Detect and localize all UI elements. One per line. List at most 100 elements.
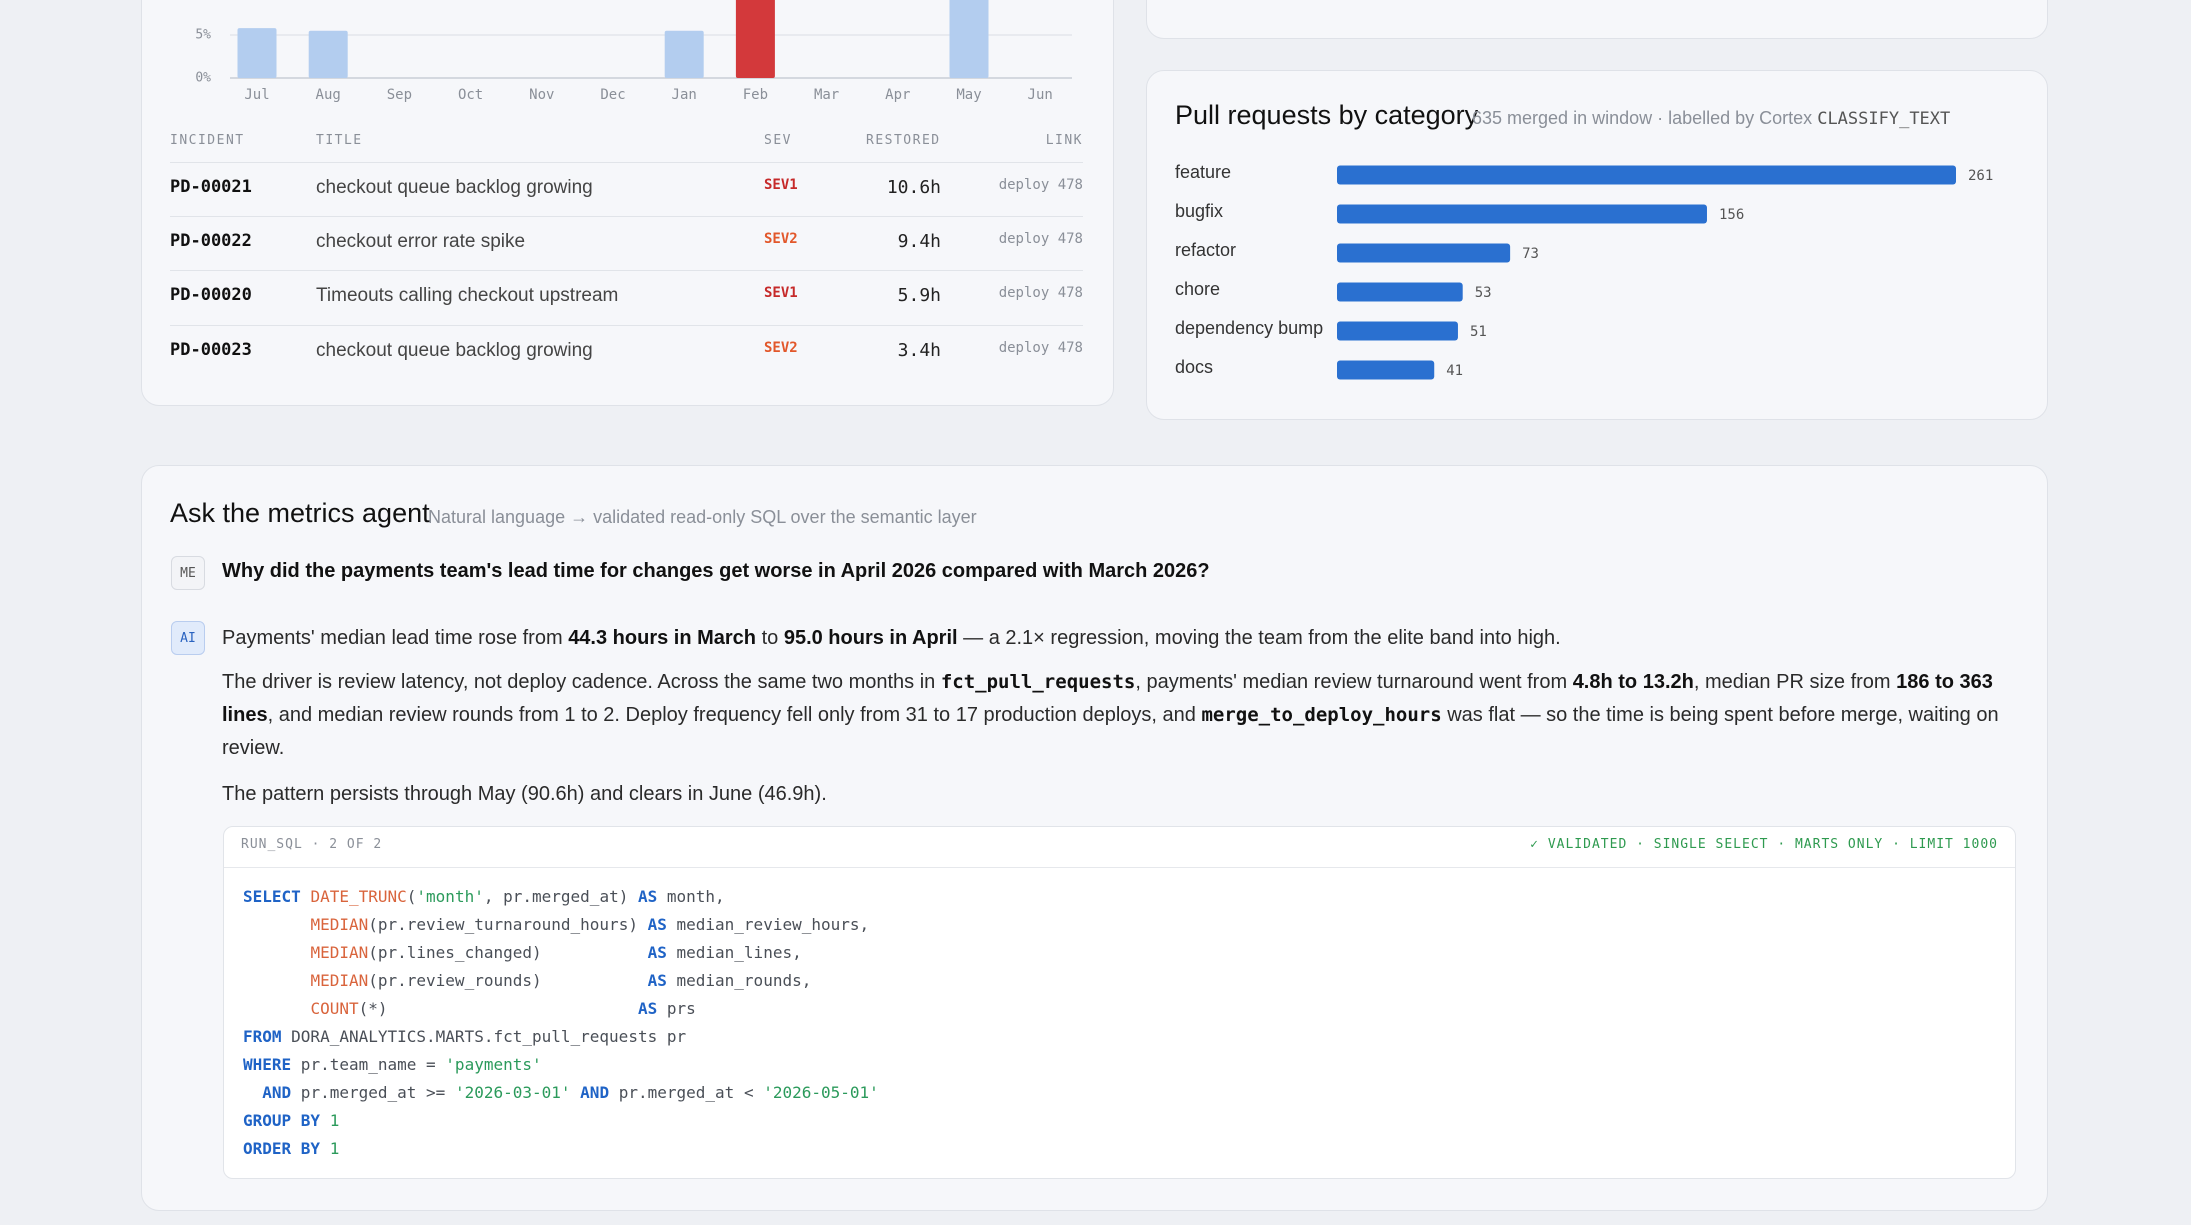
text: — a 2.1× regression, moving the team fro… [957,627,1561,649]
code-token: 'month' [416,887,484,906]
code-token: AND [262,1083,292,1102]
column-header: LINK [1045,133,1083,148]
code-token: SELECT [243,887,301,906]
code-line: AND pr.merged_at >= '2026-03-01' AND pr.… [243,1079,879,1107]
text: to [756,627,784,649]
text: was flat — so the time is being spent be… [222,704,1999,759]
code-token: pr.merged_at >= [291,1083,455,1102]
code-line: WHERE pr.team_name = 'payments' [243,1051,879,1079]
agent-subtitle: Natural language → validated read-only S… [428,507,977,527]
severity: SEV2 [764,339,798,356]
code-token: median_rounds, [666,971,812,990]
code-token [571,1083,581,1102]
ai-badge: AI [171,621,205,655]
code-token [320,1111,330,1130]
sql-block: RUN_SQL · 2 OF 2 ✓ VALIDATED · SINGLE SE… [223,826,2016,1179]
code-token: COUNT [310,999,359,1018]
code-line: COUNT(*) AS prs [243,995,879,1023]
incident-title: checkout error rate spike [316,231,526,253]
pr-card [1146,70,2048,420]
text: The pattern persists through May (90.6h)… [222,783,827,805]
restored: 10.6h [886,177,941,198]
incident-title: Timeouts calling checkout upstream [316,285,619,307]
severity: SEV1 [764,285,798,302]
pr-title: Pull requests by category [1175,100,1479,130]
pr-subtitle: 635 merged in window · labelled by Corte… [1472,108,1950,129]
column-header: TITLE [316,133,363,148]
code-token: (*) [358,999,638,1018]
row-separator [170,270,1083,272]
incident-title: checkout queue backlog growing [316,177,593,198]
code-token: ( [406,887,417,906]
subtitle-text: 635 merged in window · labelled by Corte… [1472,108,1813,128]
severity: SEV2 [764,231,798,248]
code-token [243,915,310,934]
code-token: AS [637,999,658,1018]
code-line: ORDER BY 1 [243,1135,879,1163]
incident-title: checkout queue backlog growing [316,339,593,361]
code-token: (pr.review_turnaround_hours) [368,915,648,934]
code-token: DORA_ANALYTICS.MARTS.fct_pull_requests p… [281,1027,687,1046]
sql-header: RUN_SQL · 2 OF 2 [241,837,383,852]
code-text: fct_pull_requests [940,671,1136,693]
restored: 5.9h [897,285,941,307]
text: Payments' median lead time rose from [222,627,569,649]
code-token: GROUP BY [243,1111,321,1130]
subtitle-code: CLASSIFY_TEXT [1817,109,1951,129]
row-separator [170,324,1083,326]
code-line: GROUP BY 1 [243,1107,879,1135]
text: , and median review rounds from 1 to 2. … [267,704,1202,726]
answer-paragraph: Payments' median lead time rose from 44.… [222,622,2022,655]
code-token [301,887,311,906]
bold-text: 44.3 hours in March [568,627,757,649]
code-token [320,1139,330,1158]
incident-id: PD-00023 [170,339,252,360]
code-token: AS [647,943,667,962]
user-badge: ME [171,556,205,590]
incident-id: PD-00021 [170,177,252,197]
agent-title: Ask the metrics agent [170,498,430,528]
code-token [243,1083,262,1102]
code-token: prs [657,999,696,1018]
answer-paragraph: The pattern persists through May (90.6h)… [222,778,2022,811]
code-token: median_review_hours, [666,915,870,934]
code-token [243,971,310,990]
link[interactable]: deploy 478 [998,231,1083,248]
code-token: AS [647,971,667,990]
divider [224,867,2015,868]
code-token: AS [637,887,658,906]
code-token [243,999,310,1018]
code-line: MEDIAN(pr.lines_changed) AS median_lines… [243,939,879,967]
code-token: , pr.merged_at) [483,887,638,906]
code-token: month, [657,887,725,906]
code-token: (pr.review_rounds) [368,971,648,990]
code-token: AND [580,1083,610,1102]
code-token: 'payments' [445,1055,542,1074]
link[interactable]: deploy 478 [998,339,1083,356]
sql-code: SELECT DATE_TRUNC('month', pr.merged_at)… [243,883,879,1163]
text: , payments' median review turnaround wen… [1135,671,1573,693]
link[interactable]: deploy 478 [998,177,1083,193]
text: The driver is review latency, not deploy… [222,671,941,693]
code-token: pr.team_name = [291,1055,446,1074]
text: , median PR size from [1693,671,1897,693]
code-line: SELECT DATE_TRUNC('month', pr.merged_at)… [243,883,879,911]
code-text: merge_to_deploy_hours [1201,704,1442,726]
column-header: RESTORED [866,133,941,148]
code-token: '2026-05-01' [763,1083,879,1102]
answer-paragraph: The driver is review latency, not deploy… [222,666,2022,765]
code-token: 1 [329,1139,340,1158]
restored: 3.4h [897,339,941,361]
sql-status: ✓ VALIDATED · SINGLE SELECT · MARTS ONLY… [1530,837,1998,852]
code-token: ORDER BY [243,1139,321,1158]
question: Why did the payments team's lead time fo… [222,560,1210,582]
code-token: '2026-03-01' [454,1083,571,1102]
code-token: 1 [329,1111,340,1130]
incident-id: PD-00022 [170,231,252,252]
bold-text: 95.0 hours in April [783,627,958,649]
link[interactable]: deploy 478 [998,285,1083,302]
bold-text: 4.8h to 13.2h [1572,671,1694,693]
row-separator [170,162,1083,163]
column-header: SEV [764,133,792,148]
